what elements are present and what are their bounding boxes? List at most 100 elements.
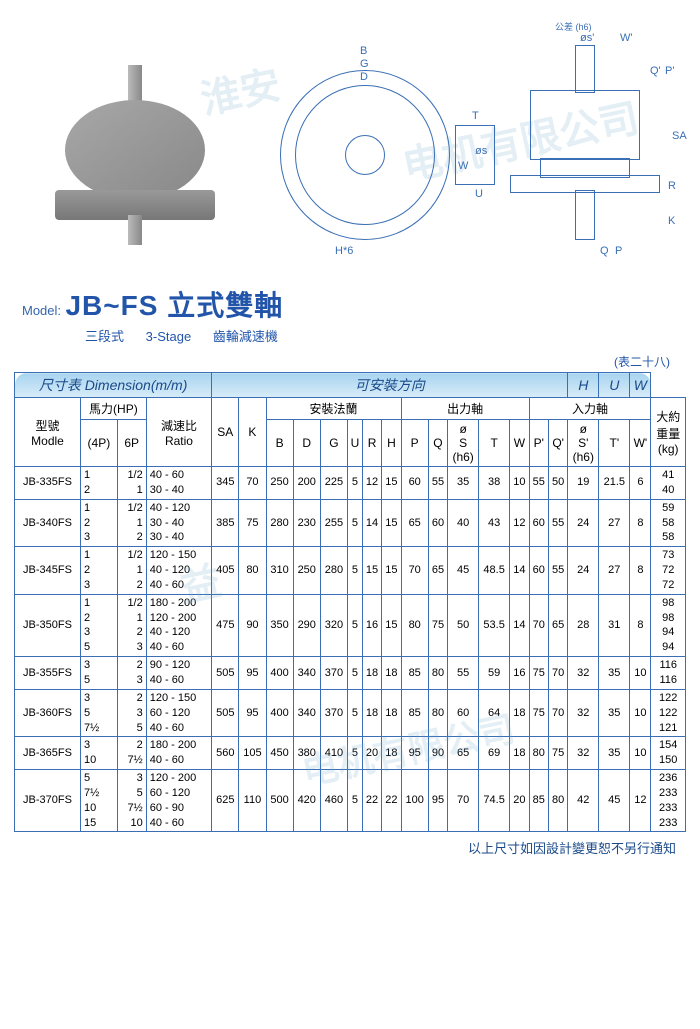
cell-g: 460	[320, 770, 347, 832]
cell-h: 15	[382, 594, 401, 656]
cell-m: JB-335FS	[15, 467, 81, 500]
cell-h: 22	[382, 770, 401, 832]
dimension-table: 尺寸表 Dimension(m/m) 可安裝方向 H U W 型號 Modle …	[14, 372, 686, 832]
cell-qp: 55	[548, 547, 567, 595]
cell-sp: 28	[568, 594, 599, 656]
cell-u: 5	[347, 689, 362, 737]
cell-ratio: 40 - 120 30 - 40 30 - 40	[146, 499, 211, 547]
model-prefix: Model:	[22, 303, 61, 318]
cell-pp: 75	[529, 689, 548, 737]
technical-diagram: B G D H*6 T W U øs øs' W' Q' P' SA R K Q…	[280, 30, 680, 270]
cell-s: 60	[448, 689, 479, 737]
cell-s: 70	[448, 770, 479, 832]
header-area: 淮安 电机有限公司 B G D H*6 T W U øs øs' W' Q' P…	[0, 0, 700, 280]
cell-ratio: 40 - 60 30 - 40	[146, 467, 211, 500]
table-row: JB-360FS3 5 7½2 3 5120 - 150 60 - 120 40…	[15, 689, 686, 737]
cell-sa: 505	[212, 689, 239, 737]
cell-u: 5	[347, 657, 362, 690]
cell-u: 5	[347, 770, 362, 832]
cell-sp: 32	[568, 737, 599, 770]
cell-hp6: 2 3	[117, 657, 146, 690]
cell-u: 5	[347, 594, 362, 656]
model-line: Model: JB~FS 立式雙軸	[22, 284, 700, 324]
cell-sa: 385	[212, 499, 239, 547]
cell-wp: 6	[630, 467, 651, 500]
cell-hp4: 3 5 7½	[81, 689, 118, 737]
hdr-k: K	[239, 398, 266, 467]
cell-p: 60	[401, 467, 428, 500]
cell-h: 15	[382, 467, 401, 500]
cell-r: 14	[362, 499, 381, 547]
cell-p: 100	[401, 770, 428, 832]
hdr-hp: 馬力(HP)	[81, 398, 147, 420]
cell-hp6: 2 7½	[117, 737, 146, 770]
cell-r: 18	[362, 657, 381, 690]
cell-kg: 59 58 58	[651, 499, 686, 547]
cell-ratio: 120 - 150 40 - 120 40 - 60	[146, 547, 211, 595]
model-name: JB~FS 立式雙軸	[65, 290, 283, 321]
cell-ratio: 180 - 200 40 - 60	[146, 737, 211, 770]
cell-t: 43	[479, 499, 510, 547]
cell-kg: 41 40	[651, 467, 686, 500]
cell-s: 40	[448, 499, 479, 547]
cell-hp4: 1 2 3	[81, 547, 118, 595]
cell-kg: 154 150	[651, 737, 686, 770]
hdr-w: W	[630, 373, 651, 398]
cell-b: 350	[266, 594, 293, 656]
hdr-hp6: 6P	[117, 420, 146, 467]
hdr-hp4: (4P)	[81, 420, 118, 467]
cell-pp: 60	[529, 547, 548, 595]
cell-r: 15	[362, 547, 381, 595]
model-subtitle: 三段式 3-Stage 齒輪減速機	[85, 326, 700, 345]
cell-tp: 27	[599, 547, 630, 595]
cell-p: 80	[401, 594, 428, 656]
cell-k: 70	[239, 467, 266, 500]
cell-g: 280	[320, 547, 347, 595]
cell-b: 500	[266, 770, 293, 832]
cell-k: 75	[239, 499, 266, 547]
cell-p: 85	[401, 657, 428, 690]
cell-h: 18	[382, 737, 401, 770]
cell-m: JB-370FS	[15, 770, 81, 832]
cell-hp6: 1/2 1 2	[117, 499, 146, 547]
hdr-model: 型號 Modle	[15, 398, 81, 467]
cell-d: 380	[293, 737, 320, 770]
cell-d: 230	[293, 499, 320, 547]
cell-r: 12	[362, 467, 381, 500]
cell-u: 5	[347, 499, 362, 547]
cell-k: 110	[239, 770, 266, 832]
diag-label-t: T	[472, 110, 479, 122]
cell-pp: 60	[529, 499, 548, 547]
cell-hp4: 5 7½ 10 15	[81, 770, 118, 832]
cell-s: 35	[448, 467, 479, 500]
cell-m: JB-345FS	[15, 547, 81, 595]
cell-r: 22	[362, 770, 381, 832]
cell-hp4: 3 5	[81, 657, 118, 690]
cell-sa: 475	[212, 594, 239, 656]
cell-ratio: 120 - 150 60 - 120 40 - 60	[146, 689, 211, 737]
cell-sp: 19	[568, 467, 599, 500]
cell-m: JB-355FS	[15, 657, 81, 690]
diag-label-u: U	[475, 188, 483, 200]
cell-qp: 55	[548, 499, 567, 547]
diag-label-b: B	[360, 45, 367, 57]
cell-sp: 24	[568, 499, 599, 547]
cell-tp: 27	[599, 499, 630, 547]
cell-t: 53.5	[479, 594, 510, 656]
cell-q: 55	[428, 467, 447, 500]
cell-hp4: 1 2 3 5	[81, 594, 118, 656]
cell-tp: 45	[599, 770, 630, 832]
cell-b: 280	[266, 499, 293, 547]
cell-tp: 35	[599, 737, 630, 770]
cell-g: 410	[320, 737, 347, 770]
product-photo	[50, 60, 220, 240]
cell-q: 80	[428, 657, 447, 690]
table-body: JB-335FS1 21/2 140 - 60 30 - 40345702502…	[15, 467, 686, 832]
cell-r: 20	[362, 737, 381, 770]
cell-pp: 80	[529, 737, 548, 770]
cell-b: 400	[266, 689, 293, 737]
cell-hp6: 1/2 1 2 3	[117, 594, 146, 656]
cell-h: 18	[382, 657, 401, 690]
cell-hp4: 1 2	[81, 467, 118, 500]
cell-p: 85	[401, 689, 428, 737]
